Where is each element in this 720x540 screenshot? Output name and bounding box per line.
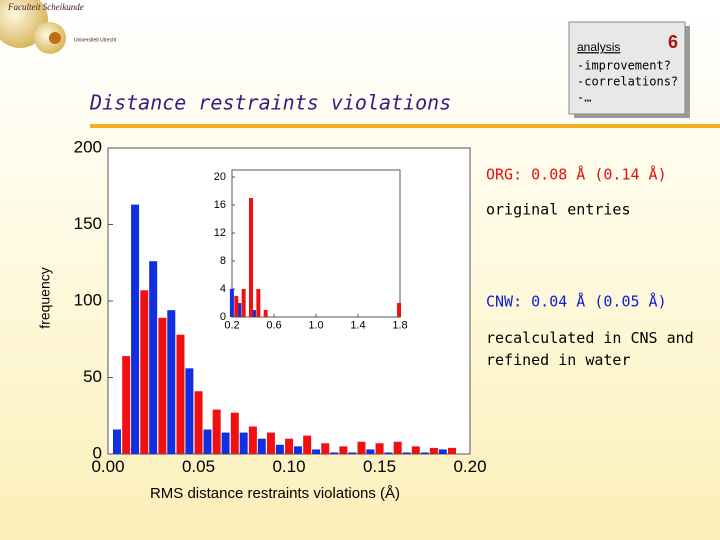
bar [285, 438, 294, 454]
x-tick-label: 0.10 [272, 457, 305, 476]
bar [185, 368, 194, 454]
y-tick-label: 200 [74, 137, 102, 156]
bar [149, 261, 158, 454]
bar [397, 303, 402, 317]
x-tick-label: 0.15 [363, 457, 396, 476]
y-tick-label: 150 [74, 214, 102, 233]
bar [234, 296, 239, 317]
bar [167, 310, 176, 454]
box-item: -improvement? [577, 59, 671, 73]
bar [249, 198, 253, 317]
y-tick-label: 20 [214, 171, 226, 183]
bar [112, 429, 121, 454]
bar [330, 452, 339, 454]
bar [248, 426, 257, 454]
x-tick-label: 0.20 [453, 457, 486, 476]
note: recalculated in CNS and refined in water [486, 329, 694, 369]
bar [203, 429, 212, 454]
bar [251, 310, 256, 317]
title-rule [90, 124, 720, 128]
x-axis-label: RMS distance restraints violations (Å) [150, 485, 400, 502]
y-tick-label: 16 [214, 199, 226, 211]
bar [339, 446, 348, 454]
logo-seal [49, 32, 61, 44]
bar [384, 452, 393, 454]
bar [402, 452, 411, 454]
bar [293, 446, 302, 454]
y-tick-label: 50 [83, 367, 102, 386]
box-heading: analysis [577, 40, 620, 54]
y-tick-label: 0 [93, 443, 102, 462]
bar [176, 334, 185, 454]
slide-number: 6 [668, 32, 678, 52]
x-tick-label: 0.2 [224, 320, 239, 332]
bar [447, 447, 456, 454]
logo-text: Faculteit Scheikunde [7, 2, 84, 12]
note: CNW: 0.04 Å (0.05 Å) [486, 292, 667, 311]
x-tick-label: 0.05 [182, 457, 215, 476]
x-tick-label: 0.6 [266, 320, 281, 332]
bar [230, 412, 239, 454]
bar [266, 432, 275, 454]
bar [275, 444, 284, 454]
y-tick-label: 12 [214, 227, 226, 239]
bar [357, 441, 366, 454]
x-tick-label: 1.0 [308, 320, 323, 332]
y-axis-label: frequency [37, 267, 53, 328]
bar [303, 435, 312, 454]
bar [420, 452, 429, 454]
box-item: -… [577, 91, 591, 105]
note: ORG: 0.08 Å (0.14 Å) [486, 165, 667, 184]
bar [221, 432, 230, 454]
bar [131, 204, 140, 454]
y-tick-label: 8 [220, 255, 226, 267]
bar [122, 356, 131, 454]
bar [393, 441, 402, 454]
bar [158, 317, 167, 454]
bar [312, 449, 321, 454]
bar [366, 449, 375, 454]
logo-text: Universiteit Utrecht [74, 37, 117, 43]
bar [194, 391, 203, 454]
bar [212, 409, 221, 454]
analysis-box [568, 21, 686, 115]
y-tick-label: 0 [220, 311, 226, 323]
box-item: -correlations? [577, 75, 678, 89]
bar [411, 446, 420, 454]
bar [348, 452, 357, 454]
bar [229, 289, 234, 317]
bar [256, 289, 261, 317]
y-tick-label: 4 [220, 283, 226, 295]
bar [237, 303, 242, 317]
bar [239, 432, 248, 454]
slide-title: Distance restraints violations [89, 91, 451, 115]
bar [429, 447, 438, 454]
x-tick-label: 1.8 [392, 320, 407, 332]
bar [321, 443, 330, 454]
y-tick-label: 100 [74, 290, 102, 309]
bar [438, 449, 447, 454]
x-tick-label: 0.00 [91, 457, 124, 476]
bar [257, 438, 266, 454]
note: original entries [486, 201, 631, 219]
bar [140, 290, 149, 454]
bar [375, 443, 384, 454]
bar [263, 310, 268, 317]
bar [241, 289, 246, 317]
x-tick-label: 1.4 [350, 320, 365, 332]
